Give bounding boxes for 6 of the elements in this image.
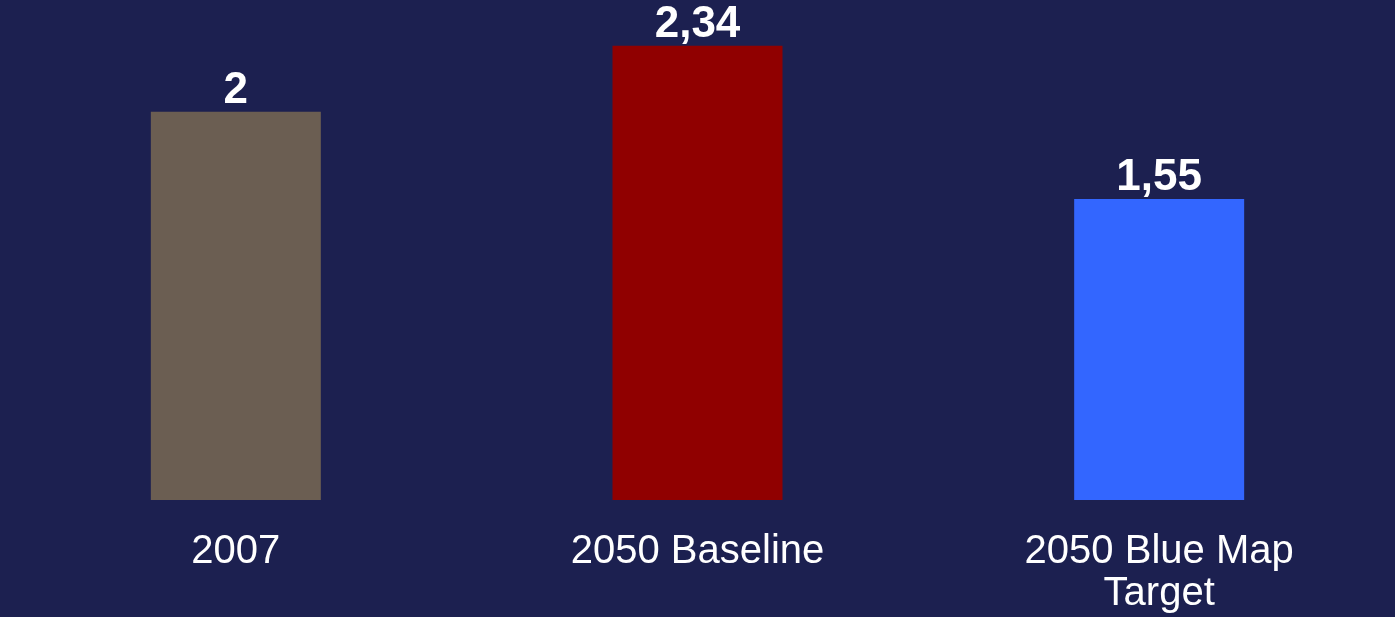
x-tick-label: 2007	[191, 526, 281, 571]
data-label: 1,55	[1116, 150, 1202, 200]
x-tick-label: 2050 Baseline	[570, 526, 825, 571]
x-tick-label: 2050 Blue Map Target	[1024, 526, 1294, 613]
data-label: 2,34	[654, 0, 741, 46]
data-label: 2	[223, 62, 249, 112]
